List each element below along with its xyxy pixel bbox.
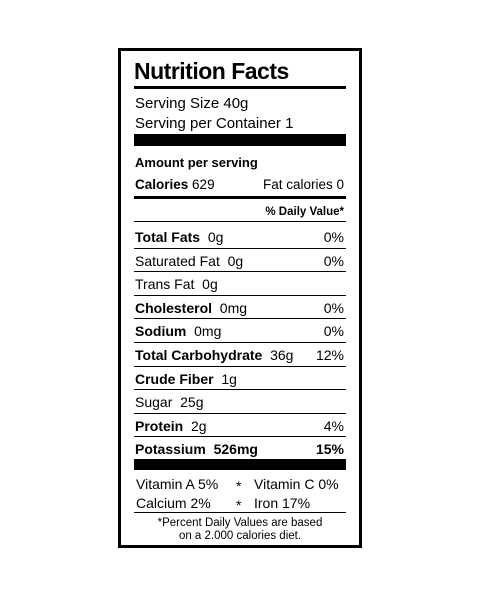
daily-value: 0%	[323, 229, 344, 245]
nutrient-row: Trans Fat 0g	[135, 277, 218, 291]
nutrient-name: Protein	[135, 417, 184, 434]
nutrient-name: Trans Fat	[135, 276, 195, 293]
thick-rule	[134, 459, 346, 470]
calories-value: 629	[192, 177, 215, 192]
nutrient-row: Saturated Fat 0g	[135, 254, 243, 268]
footnote: *Percent Daily Values are based	[157, 517, 323, 529]
daily-value: 4%	[323, 417, 344, 434]
vitamin: Iron 17%	[254, 495, 311, 511]
nutrient-row: Sugar 25g	[135, 395, 204, 409]
rule	[134, 342, 346, 343]
nutrient-name: Saturated Fat	[135, 252, 220, 269]
nutrient-row: Cholesterol 0mg	[135, 301, 247, 315]
rule	[134, 196, 346, 199]
rule	[134, 318, 346, 320]
separator: *	[236, 497, 242, 513]
rule	[134, 247, 346, 249]
rule	[134, 436, 346, 438]
nutrient-row: Total Fats 0g	[135, 230, 223, 244]
nutrient-amount: 526mg	[213, 441, 258, 458]
rule	[134, 221, 346, 222]
calories: Calories 629	[135, 178, 215, 192]
separator: *	[236, 478, 242, 494]
nutrient-name: Sugar	[135, 394, 173, 411]
daily-value-heading: % Daily Value*	[265, 206, 344, 218]
daily-value: 0%	[323, 252, 344, 269]
amount-heading: Amount per serving	[135, 155, 258, 170]
nutrient-amount: 0g	[202, 276, 218, 293]
serving-size: Serving Size 40g	[135, 95, 249, 112]
footnote: on a 2.000 calories diet.	[178, 530, 302, 542]
nutrient-name: Potassium	[135, 441, 206, 458]
vitamin: Vitamin C 0%	[254, 476, 339, 492]
nutrition-label: Nutrition Facts Serving Size 40g Serving…	[118, 48, 362, 548]
nutrient-name: Total Fats	[135, 229, 201, 245]
rule	[134, 294, 346, 296]
daily-value: 0%	[323, 323, 344, 340]
nutrient-row: Protein 2g	[135, 419, 207, 433]
nutrient-name: Sodium	[135, 323, 187, 340]
rule	[134, 512, 346, 513]
thick-rule	[134, 134, 346, 146]
nutrient-row: Sodium 0mg	[135, 324, 221, 338]
daily-value: 0%	[323, 299, 344, 316]
nutrient-amount: 0g	[207, 229, 224, 245]
nutrient-amount: 25g	[180, 394, 204, 411]
daily-value: 15%	[315, 441, 344, 458]
vitamin: Vitamin A 5%	[136, 476, 219, 492]
rule	[134, 271, 346, 273]
nutrient-amount: 1g	[221, 370, 237, 387]
nutrient-name: Cholesterol	[135, 299, 213, 316]
rule	[134, 365, 346, 367]
title: Nutrition Facts	[134, 58, 289, 84]
nutrient-row: Total Carbohydrate 36g	[135, 348, 293, 362]
nutrient-amount: 36g	[270, 347, 294, 363]
vitamin: Calcium 2%	[136, 495, 211, 511]
daily-value: 12%	[315, 347, 344, 363]
rule	[134, 86, 346, 89]
rule	[134, 389, 346, 391]
nutrient-name: Total Carbohydrate	[135, 347, 263, 363]
calories-label: Calories	[135, 177, 189, 192]
nutrient-amount: 0mg	[219, 299, 248, 316]
nutrient-amount: 0g	[227, 252, 244, 269]
nutrient-row: Crude Fiber 1g	[135, 372, 237, 386]
nutrient-amount: 0mg	[194, 323, 222, 340]
nutrient-amount: 2g	[191, 417, 207, 434]
fat-calories: Fat calories 0	[262, 177, 344, 192]
nutrient-name: Crude Fiber	[135, 370, 214, 387]
rule	[134, 412, 346, 414]
servings: Serving per Container 1	[135, 115, 294, 132]
nutrient-row: Potassium 526mg	[135, 442, 258, 456]
